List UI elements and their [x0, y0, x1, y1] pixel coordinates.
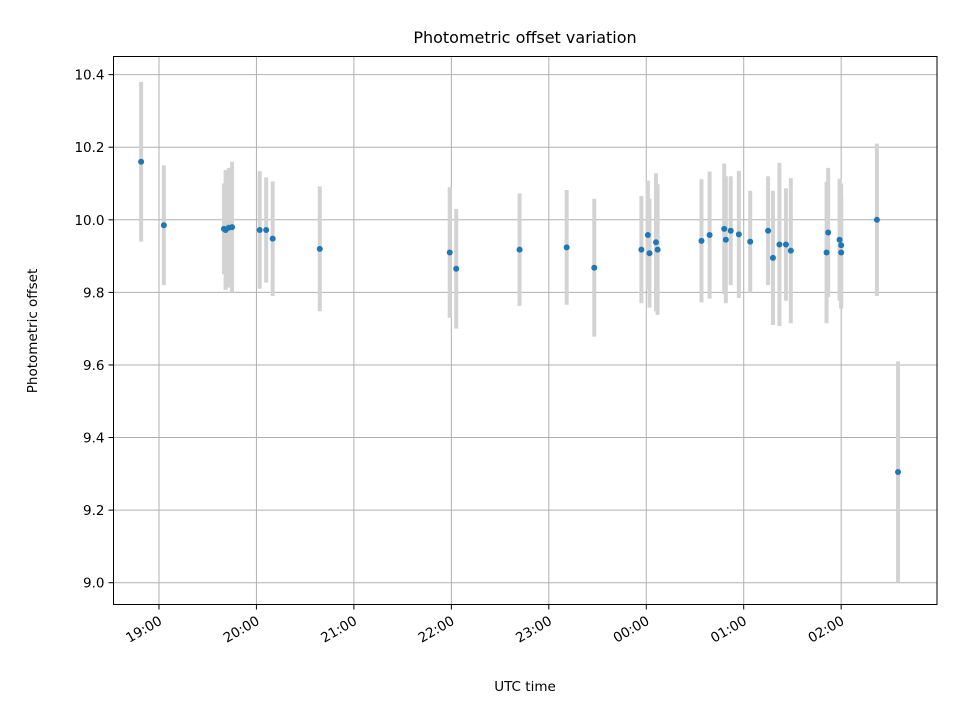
data-point	[316, 245, 323, 252]
x-axis-label: UTC time	[494, 679, 556, 695]
data-point	[838, 242, 845, 249]
data-point	[229, 224, 236, 231]
grid	[113, 56, 937, 605]
y-tick-label: 10.2	[74, 140, 104, 156]
data-point	[782, 241, 789, 248]
y-tick-label: 9.4	[83, 431, 104, 447]
y-tick-label: 9.2	[83, 503, 104, 519]
data-point	[873, 216, 880, 223]
data-point	[446, 249, 453, 256]
data-point	[895, 469, 902, 476]
data-point	[727, 227, 734, 234]
data-point	[453, 265, 460, 272]
data-point	[765, 227, 772, 234]
data-point	[138, 158, 145, 165]
y-tick-label: 9.8	[83, 285, 104, 301]
data-point	[263, 226, 270, 233]
data-point	[653, 239, 660, 246]
data-point	[722, 236, 729, 243]
data-series	[138, 81, 902, 583]
data-point	[646, 250, 653, 257]
data-point	[160, 222, 167, 229]
y-tick-label: 10.4	[74, 68, 104, 84]
y-axis-label: Photometric offset	[25, 269, 41, 393]
chart-title: Photometric offset variation	[413, 28, 636, 47]
data-point	[654, 246, 661, 253]
plot-frame	[113, 56, 938, 605]
data-point	[563, 244, 570, 251]
y-tick-label: 9.0	[83, 576, 104, 592]
y-axis: 9.0 9.2 9.4 9.6 9.8 10.0 10.2 10.4	[74, 68, 114, 592]
data-point	[787, 247, 794, 254]
data-point	[838, 249, 845, 256]
data-point	[638, 246, 645, 253]
data-point	[836, 236, 843, 243]
data-point	[706, 232, 713, 239]
data-point	[823, 249, 830, 256]
data-point	[735, 231, 742, 238]
data-point	[776, 241, 783, 248]
y-tick-label: 10.0	[74, 213, 104, 229]
data-point	[644, 232, 651, 239]
data-point	[721, 225, 728, 232]
data-point	[769, 254, 776, 261]
data-point	[825, 229, 832, 236]
data-point	[698, 237, 705, 244]
data-point	[591, 264, 598, 271]
data-point	[269, 235, 276, 242]
y-tick-label: 9.6	[83, 358, 104, 374]
data-point	[516, 246, 523, 253]
data-point	[747, 238, 754, 245]
data-point	[256, 226, 263, 233]
